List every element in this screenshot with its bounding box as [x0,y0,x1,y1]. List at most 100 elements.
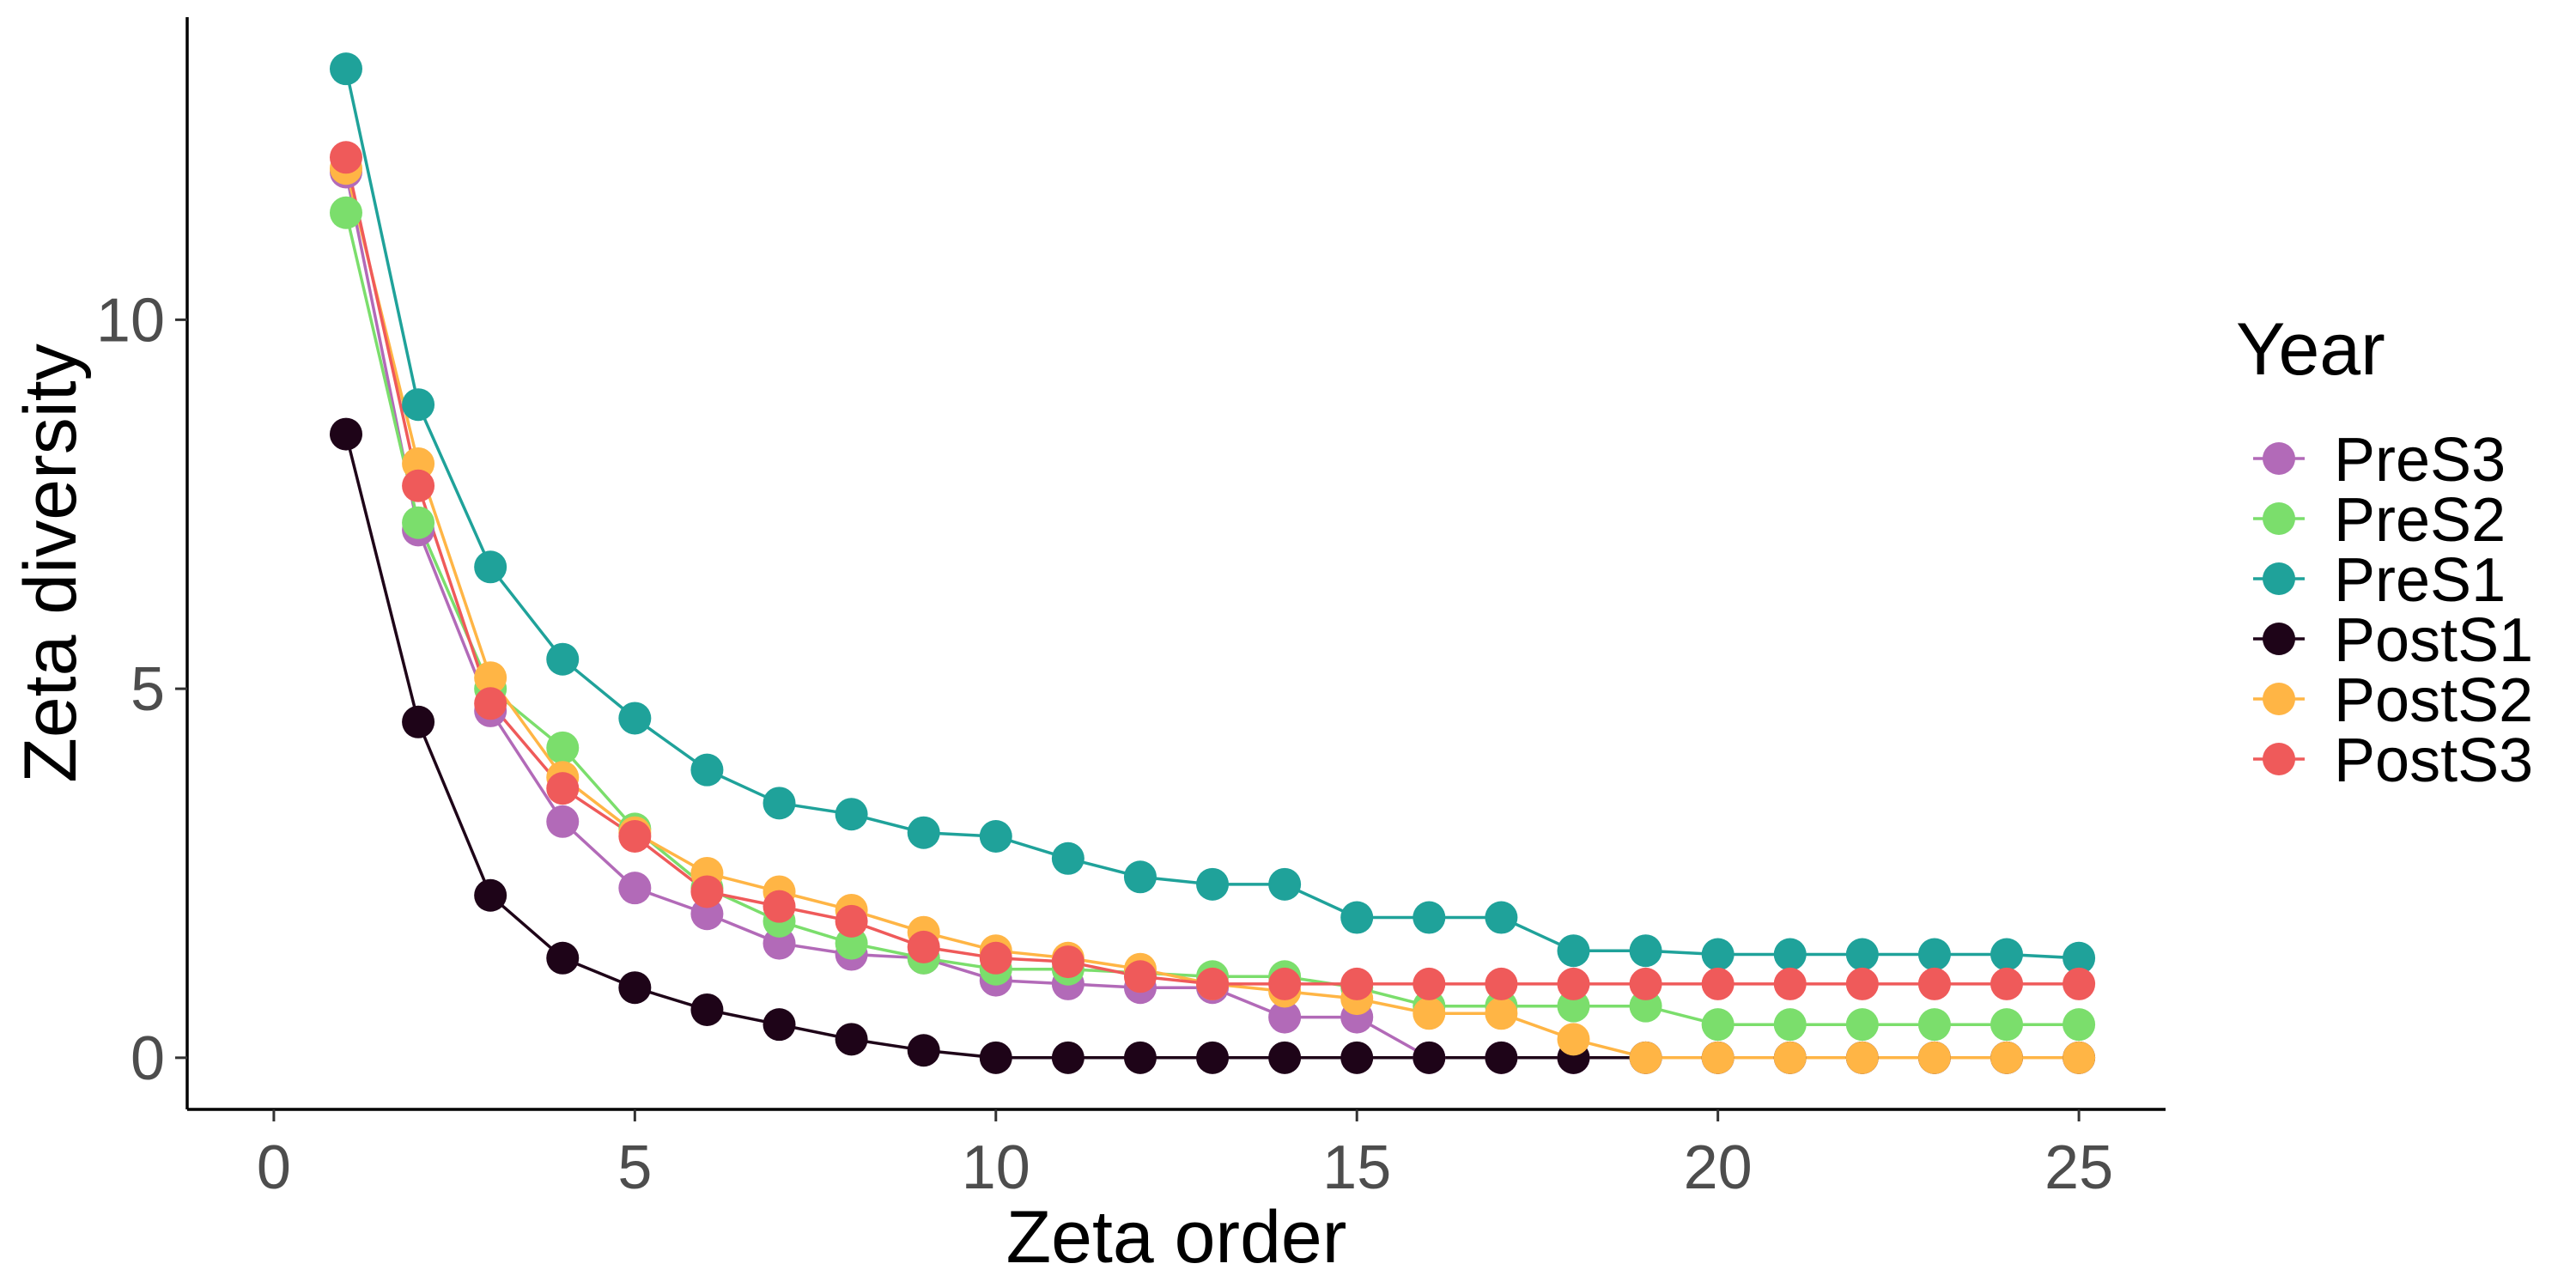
series-points-pres1 [329,52,2096,975]
x-axis-title: Zeta order [1006,1196,1347,1279]
legend-label: PostS1 [2334,606,2533,675]
data-point [329,52,362,86]
data-point [690,753,724,787]
legend-key-point [2263,743,2295,775]
data-point [1990,1041,2024,1074]
legend-key-point [2263,683,2295,715]
data-point [546,642,580,676]
legend-item-pres2: PreS2 [2253,486,2506,555]
data-point [1701,938,1735,971]
data-point [1845,938,1879,971]
data-point [1268,867,1302,901]
data-point [1701,1008,1735,1042]
data-point [762,890,796,923]
data-point [474,687,507,720]
series-layer [329,52,2096,1074]
y-tick-label: 10 [96,286,165,355]
data-point [1629,967,1662,1000]
data-point [1990,1008,2024,1042]
data-point [1629,1041,1662,1074]
data-point [546,941,580,975]
data-point [2063,1008,2096,1042]
series-points-pres2 [329,196,2096,1042]
data-point [979,941,1012,975]
data-point [1051,1041,1084,1074]
data-point [1990,938,2024,971]
series-points-posts3 [329,141,2096,1000]
data-point [474,878,507,912]
series-line [344,212,2080,1026]
data-point [1413,997,1446,1030]
legend-key-point [2263,502,2295,535]
data-point [690,875,724,908]
data-point [762,787,796,820]
data-point [835,798,868,831]
axes [185,17,2166,1111]
data-point [1845,1041,1879,1074]
data-point [1990,967,2024,1000]
data-point [1123,1041,1157,1074]
data-point [1845,967,1879,1000]
data-point [402,705,435,738]
data-point [1051,945,1084,979]
series-line [344,167,2080,1060]
data-point [1123,860,1157,894]
data-point [618,820,652,853]
legend-key-point [2263,623,2295,655]
legend-item-pres1: PreS1 [2253,546,2506,615]
data-point [907,930,940,963]
data-point [2063,941,2096,975]
data-point [2063,967,2096,1000]
data-point [2063,1041,2096,1074]
data-point [1917,938,1951,971]
legend-label: PreS3 [2334,426,2506,495]
data-point [402,506,435,539]
data-point [1557,967,1590,1000]
x-tick-label: 20 [1684,1133,1753,1202]
data-point [1340,901,1374,934]
data-point [1340,1041,1374,1074]
data-point [402,469,435,502]
series-line [344,172,2080,1060]
data-point [979,820,1012,853]
x-tick-label: 10 [962,1133,1030,1202]
data-point [1268,967,1302,1000]
data-point [1268,1041,1302,1074]
data-point [1485,1041,1518,1074]
data-point [1701,967,1735,1000]
data-point [546,805,580,838]
legend-title: Year [2236,308,2385,391]
data-point [618,971,652,1005]
data-point [1557,1023,1590,1056]
data-point [1773,967,1807,1000]
legend-item-posts2: PostS2 [2253,666,2533,735]
data-point [1701,1041,1735,1074]
legend-label: PreS1 [2334,546,2506,615]
legend-item-posts3: PostS3 [2253,726,2533,795]
data-point [1917,967,1951,1000]
data-point [690,993,724,1026]
series-line [344,68,2080,960]
data-point [1340,967,1374,1000]
data-point [835,904,868,938]
data-point [1917,1008,1951,1042]
data-point [1485,901,1518,934]
legend-key-point [2263,562,2295,595]
legend-label: PostS2 [2334,666,2533,735]
data-point [402,388,435,422]
x-tick-label: 0 [257,1133,291,1202]
data-point [1917,1041,1951,1074]
data-point [907,816,940,849]
y-tick-label: 5 [131,655,165,724]
x-tick-label: 15 [1322,1133,1391,1202]
data-point [618,702,652,735]
data-point [907,1034,940,1067]
x-tick-label: 5 [617,1133,652,1202]
data-point [1557,934,1590,968]
data-point [546,772,580,805]
data-point [1413,967,1446,1000]
legend-label: PostS3 [2334,726,2533,795]
data-point [1485,967,1518,1000]
data-point [1773,938,1807,971]
data-point [835,1023,868,1056]
